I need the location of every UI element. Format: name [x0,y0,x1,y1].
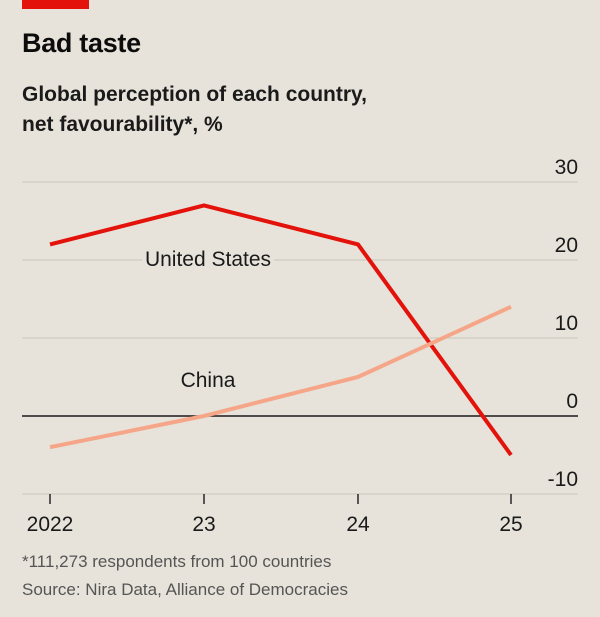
china-line [49,304,512,450]
y-tick-label: 30 [555,156,578,179]
x-tick-label: 23 [192,513,215,536]
footnote: *111,273 respondents from 100 countries [22,552,332,571]
source-note: Source: Nira Data, Alliance of Democraci… [22,580,348,599]
y-tick-label: -10 [548,468,578,491]
united-states-label: United States [145,248,271,271]
y-tick-label: 10 [555,312,578,335]
x-tick-label: 25 [499,513,522,536]
chart-title: Bad taste [22,28,141,58]
y-tick-label: 0 [566,390,578,413]
united-states-line [49,203,513,457]
chart-subtitle: Global perception of each country, net f… [22,83,367,136]
brand-red-tag [22,0,89,9]
line-chart: -10 0 10 20 30 2022 23 24 25 United States China [22,156,578,536]
china-label: China [181,369,236,392]
x-tick-label: 24 [346,513,370,536]
x-tick-label: 2022 [27,513,74,536]
y-tick-label: 20 [555,234,578,257]
